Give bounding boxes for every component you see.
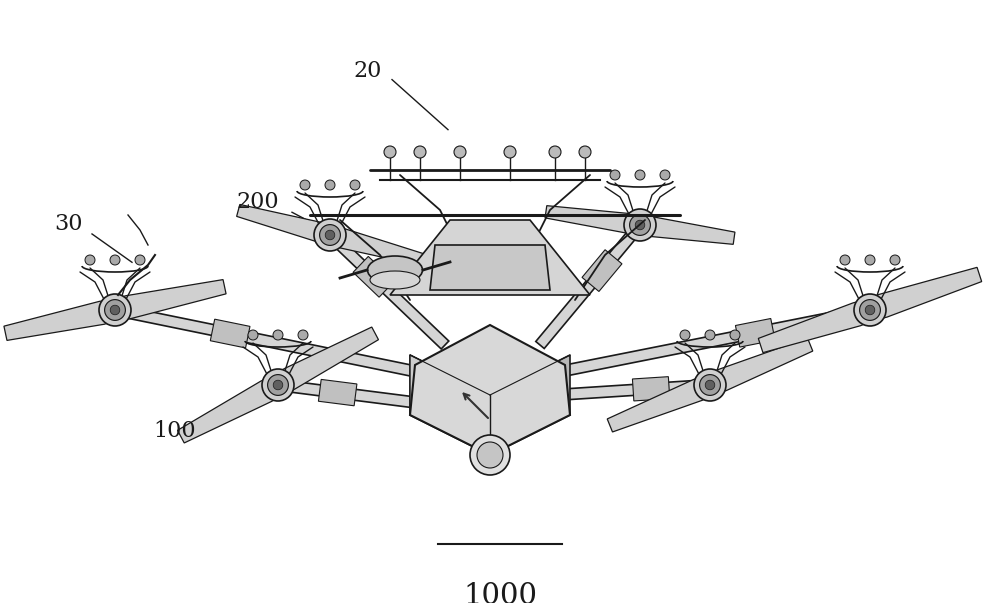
- Circle shape: [273, 380, 283, 390]
- Polygon shape: [277, 379, 436, 411]
- Circle shape: [99, 294, 131, 326]
- Polygon shape: [273, 327, 378, 394]
- Circle shape: [477, 442, 503, 468]
- Circle shape: [854, 294, 886, 326]
- Circle shape: [268, 374, 288, 396]
- Polygon shape: [113, 280, 226, 320]
- Circle shape: [840, 255, 850, 265]
- Text: 20: 20: [354, 60, 382, 82]
- Circle shape: [454, 146, 466, 158]
- Polygon shape: [410, 355, 490, 455]
- Circle shape: [504, 146, 516, 158]
- Circle shape: [325, 230, 335, 240]
- Polygon shape: [178, 376, 283, 443]
- Circle shape: [85, 255, 95, 265]
- Polygon shape: [410, 325, 570, 455]
- Polygon shape: [410, 355, 490, 455]
- Polygon shape: [632, 377, 670, 401]
- Circle shape: [273, 330, 283, 340]
- Circle shape: [860, 300, 880, 320]
- Circle shape: [700, 374, 720, 396]
- Circle shape: [705, 330, 715, 340]
- Circle shape: [262, 369, 294, 401]
- Circle shape: [549, 146, 561, 158]
- Polygon shape: [582, 250, 622, 291]
- Circle shape: [298, 330, 308, 340]
- Text: 1000: 1000: [463, 582, 537, 603]
- Polygon shape: [430, 245, 550, 290]
- Circle shape: [630, 215, 650, 235]
- Polygon shape: [328, 226, 423, 265]
- Circle shape: [890, 255, 900, 265]
- Polygon shape: [758, 300, 873, 353]
- Polygon shape: [735, 318, 775, 347]
- Text: 100: 100: [154, 420, 196, 442]
- Circle shape: [135, 255, 145, 265]
- Text: 30: 30: [54, 213, 82, 235]
- Circle shape: [635, 170, 645, 180]
- Circle shape: [300, 180, 310, 190]
- Circle shape: [865, 305, 875, 315]
- Circle shape: [730, 330, 740, 340]
- Ellipse shape: [368, 256, 422, 284]
- Circle shape: [350, 180, 360, 190]
- Circle shape: [610, 170, 620, 180]
- Circle shape: [865, 255, 875, 265]
- Text: 10: 10: [471, 422, 499, 444]
- Circle shape: [470, 435, 510, 475]
- Polygon shape: [390, 220, 590, 295]
- Circle shape: [384, 146, 396, 158]
- Circle shape: [660, 170, 670, 180]
- Circle shape: [579, 146, 591, 158]
- Circle shape: [705, 380, 715, 390]
- Ellipse shape: [370, 271, 420, 289]
- Circle shape: [105, 300, 125, 320]
- Circle shape: [694, 369, 726, 401]
- Circle shape: [110, 305, 120, 315]
- Polygon shape: [210, 319, 250, 348]
- Polygon shape: [607, 376, 714, 432]
- Circle shape: [314, 219, 346, 251]
- Polygon shape: [567, 305, 871, 376]
- Polygon shape: [555, 379, 710, 400]
- Polygon shape: [326, 231, 449, 349]
- Polygon shape: [4, 300, 117, 341]
- Circle shape: [680, 330, 690, 340]
- Circle shape: [414, 146, 426, 158]
- Circle shape: [320, 224, 340, 245]
- Circle shape: [110, 255, 120, 265]
- Polygon shape: [545, 206, 641, 234]
- Polygon shape: [536, 221, 644, 349]
- Polygon shape: [490, 355, 570, 455]
- Circle shape: [325, 180, 335, 190]
- Polygon shape: [639, 216, 735, 244]
- Polygon shape: [353, 256, 394, 297]
- Text: 200: 200: [237, 191, 279, 213]
- Circle shape: [624, 209, 656, 241]
- Polygon shape: [867, 267, 982, 320]
- Polygon shape: [114, 305, 419, 377]
- Circle shape: [248, 330, 258, 340]
- Polygon shape: [706, 338, 813, 394]
- Circle shape: [635, 220, 645, 230]
- Polygon shape: [237, 204, 332, 244]
- Polygon shape: [318, 379, 357, 406]
